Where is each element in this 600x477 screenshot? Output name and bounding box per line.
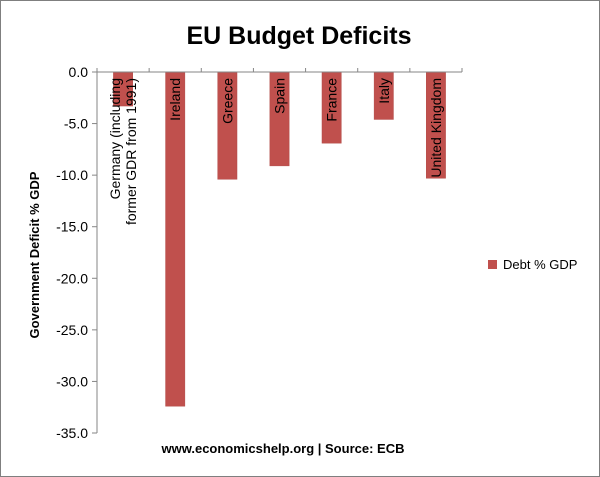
y-tick-label: -10.0 bbox=[56, 167, 88, 183]
chart-title: EU Budget Deficits bbox=[186, 22, 411, 50]
category-labels: Germany (including former GDR from 1991) I… bbox=[107, 78, 444, 225]
category-label-line: United Kingdom bbox=[428, 78, 444, 178]
category-label-line: Spain bbox=[272, 78, 288, 114]
category-label: Germany (including former GDR from 1991) bbox=[107, 78, 139, 225]
category-label-line: Ireland bbox=[167, 78, 183, 121]
y-tick-label: -35.0 bbox=[56, 425, 88, 441]
y-tick-label: -15.0 bbox=[56, 219, 88, 235]
category-label: Greece bbox=[219, 78, 235, 124]
y-tick-label: -20.0 bbox=[56, 270, 88, 286]
source-label: www.economicshelp.org | Source: ECB bbox=[161, 441, 405, 456]
category-label: United Kingdom bbox=[428, 78, 444, 178]
y-axis-ticks: 0.0 -5.0 -10.0 -15.0 -20.0 -25.0 -30.0 -35.0 bbox=[56, 64, 88, 441]
y-tick-label: 0.0 bbox=[69, 64, 89, 80]
bars bbox=[113, 71, 446, 407]
y-axis-label: Government Deficit % GDP bbox=[27, 171, 42, 338]
category-label-line: former GDR from 1991) bbox=[123, 78, 139, 225]
category-label: Italy bbox=[376, 78, 392, 104]
category-label-line: Italy bbox=[376, 78, 392, 104]
bar bbox=[165, 71, 186, 407]
category-label: Ireland bbox=[167, 78, 183, 121]
y-tick-label: -5.0 bbox=[64, 116, 88, 132]
legend: Debt % GDP bbox=[488, 257, 577, 272]
category-label-line: France bbox=[324, 78, 340, 122]
category-label-line: Germany (including bbox=[107, 78, 123, 199]
category-label-line: Greece bbox=[219, 78, 235, 124]
y-tick-label: -30.0 bbox=[56, 373, 88, 389]
legend-swatch bbox=[488, 260, 497, 269]
axes bbox=[92, 68, 463, 434]
category-label: Spain bbox=[272, 78, 288, 114]
y-tick-label: -25.0 bbox=[56, 322, 88, 338]
category-label: France bbox=[324, 78, 340, 122]
legend-label: Debt % GDP bbox=[503, 257, 577, 272]
